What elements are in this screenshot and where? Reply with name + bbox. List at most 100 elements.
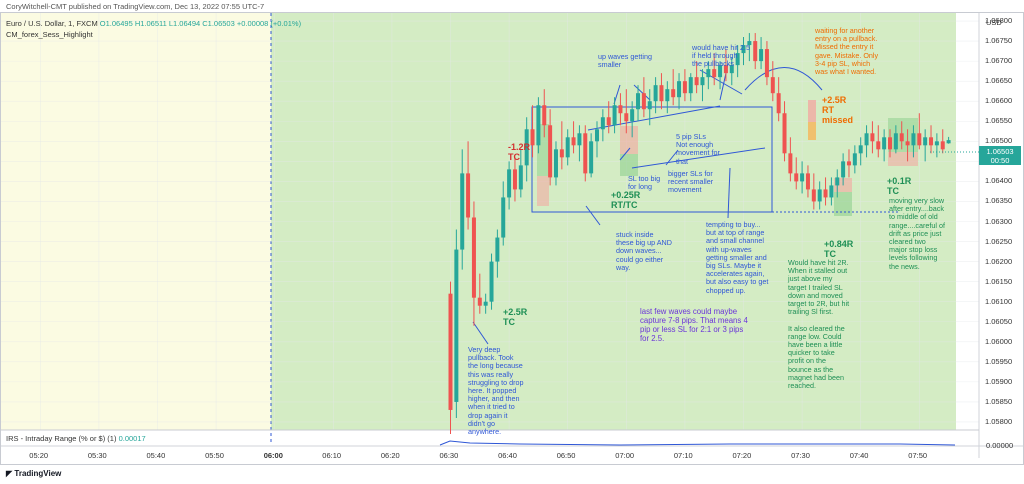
- candle: [489, 253, 494, 310]
- candle-body: [477, 297, 482, 306]
- candle: [923, 129, 928, 162]
- candle-body: [682, 81, 687, 94]
- candle-body: [858, 145, 863, 154]
- candle-body: [454, 249, 459, 402]
- candle-body: [606, 117, 611, 126]
- candle: [466, 141, 471, 230]
- candle-body: [776, 93, 781, 114]
- symbol-name[interactable]: Euro / U.S. Dollar, 1, FXCM: [6, 19, 98, 28]
- price-tick-label: 1.06150: [985, 276, 1013, 286]
- candle-body: [882, 137, 887, 150]
- range-rectangle: [531, 106, 773, 213]
- candle: [747, 33, 752, 62]
- price-tick-label: 1.05850: [985, 396, 1013, 406]
- note-5-pip-sls: 5 pip SLs Not enough movement for that: [676, 132, 720, 166]
- candle-body: [870, 133, 875, 142]
- candle: [665, 81, 670, 114]
- note-tempting-to-buy: tempting to buy... but at top of range a…: [706, 220, 769, 295]
- candle-body: [589, 141, 594, 174]
- candle: [846, 149, 851, 178]
- price-tick-label: 1.05800: [985, 416, 1013, 426]
- price-tick-label: 1.06000: [985, 336, 1013, 346]
- currency-label: USD: [986, 18, 1002, 27]
- price-tick-label: 1.06550: [985, 116, 1013, 126]
- candle-body: [782, 113, 787, 154]
- candle: [653, 77, 658, 114]
- time-tick-label: 07:00: [615, 451, 635, 460]
- candle-body: [788, 153, 793, 174]
- candle: [688, 73, 693, 102]
- candle-body: [571, 137, 576, 146]
- note-bigger-sls: bigger SLs for recent smaller movement: [668, 169, 714, 195]
- candle-body: [653, 85, 658, 102]
- candle: [460, 149, 465, 270]
- candle-body: [618, 105, 623, 114]
- candle: [700, 69, 705, 102]
- candle: [817, 181, 822, 210]
- irs-indicator-legend[interactable]: IRS - Intraday Range (% or $) (1) 0.0001…: [6, 434, 146, 443]
- candle: [864, 125, 869, 158]
- irs-axis-value: 0.00000: [986, 441, 1014, 450]
- candle-body: [723, 65, 728, 74]
- candle-body: [893, 133, 898, 150]
- candle: [852, 145, 857, 174]
- candle: [729, 57, 734, 86]
- candle: [548, 109, 553, 186]
- candle: [929, 125, 934, 154]
- candle: [595, 121, 599, 158]
- last-price-tag: 1.06503 00:50: [979, 146, 1021, 165]
- price-tick-label: 1.06250: [985, 236, 1013, 246]
- candle-body: [864, 133, 869, 146]
- candle-body: [495, 237, 500, 262]
- candle-body: [741, 45, 746, 54]
- price-tick-label: 1.06800: [985, 16, 1013, 26]
- candle-body: [929, 137, 934, 146]
- candle: [495, 229, 500, 278]
- candle-body: [512, 169, 517, 190]
- candle-body: [483, 301, 488, 306]
- time-tick-label: 06:40: [498, 451, 517, 460]
- time-tick-label: 05:30: [87, 451, 107, 460]
- candle: [899, 121, 904, 150]
- time-tick-label: 06:20: [380, 451, 400, 460]
- price-tick-label: 1.05950: [985, 356, 1013, 366]
- symbol-ohlc-legend: Euro / U.S. Dollar, 1, FXCM O1.06495 H1.…: [6, 19, 301, 28]
- candle: [829, 177, 834, 206]
- candle: [524, 117, 529, 182]
- trade-box-reward-5: [888, 152, 918, 166]
- note-would-have-hit: would have hit 2.5 if held through the p…: [692, 43, 750, 69]
- candle: [794, 157, 799, 190]
- candle: [800, 161, 805, 194]
- price-tick-label: 1.06050: [985, 316, 1013, 326]
- candle: [888, 129, 892, 158]
- candle-body: [507, 169, 512, 198]
- indicator-legend[interactable]: CM_forex_Sess_Highlight: [6, 30, 93, 39]
- note-would-have-hit-2r: Would have hit 2R. When it stalled out j…: [788, 258, 850, 391]
- candle-body: [577, 133, 582, 146]
- trade-box-reward-3: [808, 100, 816, 122]
- time-tick-label: 07:40: [849, 451, 869, 460]
- candle: [788, 137, 793, 182]
- candle-body: [811, 189, 816, 202]
- candle: [530, 105, 535, 158]
- candle-body: [841, 161, 846, 178]
- candle: [659, 73, 664, 110]
- candle: [512, 157, 517, 202]
- candle-body: [460, 173, 465, 250]
- candle: [448, 281, 453, 435]
- note-moving-very-slow: moving very slow after entry....back to …: [889, 196, 945, 271]
- candle-body: [600, 117, 605, 130]
- candle: [934, 133, 939, 158]
- price-tick-label: 1.06600: [985, 96, 1013, 106]
- note-very-deep-pullback: Very deep pullback. Took the long becaus…: [468, 345, 524, 437]
- trade-box-risk-2: [620, 154, 638, 176]
- candle-body: [794, 173, 799, 182]
- candle: [782, 101, 787, 162]
- candle-body: [852, 153, 857, 166]
- tradingview-logo[interactable]: ◤ TradingView: [6, 469, 61, 478]
- time-tick-label: 06:50: [556, 451, 576, 460]
- candle-body: [899, 133, 904, 142]
- candle: [618, 93, 623, 126]
- candle-body: [559, 149, 564, 158]
